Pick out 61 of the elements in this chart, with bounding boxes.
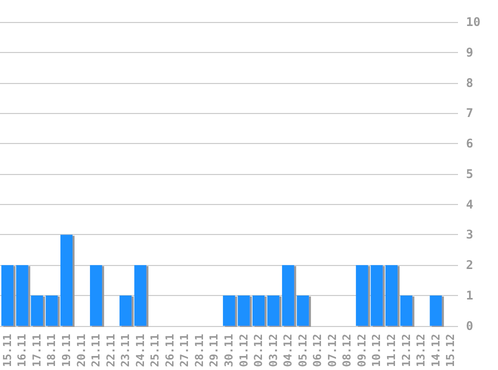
x-tick-label: 19.11 [60, 334, 73, 368]
x-tick-label: 21.11 [90, 334, 103, 368]
x-tick-label: 10.12 [370, 334, 384, 368]
y-tick-label: 8 [466, 76, 474, 90]
y-tick-label: 6 [466, 136, 474, 151]
bar [60, 234, 73, 326]
x-tick-label: 27.11 [178, 334, 192, 368]
y-tick-label: 1 [466, 288, 474, 302]
x-tick-label: 02.12 [252, 334, 266, 368]
y-tick-label: 0 [466, 318, 474, 333]
bar [400, 296, 412, 326]
bar [120, 296, 132, 326]
x-tick-label: 17.11 [30, 334, 44, 368]
x-tick-label: 14.12 [429, 334, 442, 368]
x-tick-label: 25.11 [148, 334, 162, 368]
bar [134, 265, 146, 326]
x-tick-label: 15.12 [444, 334, 458, 368]
x-tick-label: 23.11 [119, 334, 132, 368]
x-tick-label: 22.11 [104, 334, 118, 368]
y-tick-label: 9 [466, 45, 474, 60]
x-tick-label: 13.12 [414, 334, 428, 368]
y-tick-label: 3 [466, 228, 474, 242]
x-tick-label: 12.12 [400, 334, 413, 368]
bar [1, 265, 14, 326]
y-tick-label: 4 [466, 197, 474, 212]
bar [356, 265, 368, 326]
bar [238, 296, 250, 326]
x-tick-label: 18.11 [45, 334, 58, 368]
bar [16, 265, 28, 326]
bar [222, 296, 236, 326]
x-tick-label: 16.11 [16, 334, 29, 368]
bar [430, 296, 442, 326]
x-tick-label: 06.12 [311, 334, 324, 368]
x-tick-label: 05.12 [296, 334, 310, 368]
y-tick-label: 5 [466, 166, 474, 181]
x-tick-label: 24.11 [134, 334, 147, 368]
bar [46, 296, 58, 326]
bar [252, 296, 265, 326]
bar [267, 296, 280, 326]
x-tick-label: 08.12 [340, 334, 354, 368]
x-tick-label: 29.11 [208, 334, 221, 368]
x-tick-label: 04.12 [282, 334, 295, 368]
x-tick-label: 30.11 [222, 334, 236, 368]
x-tick-label: 20.11 [74, 334, 88, 368]
bar [30, 296, 43, 326]
y-tick-label: 2 [466, 258, 474, 272]
bar [370, 265, 383, 326]
bar [90, 265, 102, 326]
x-tick-label: 03.12 [266, 334, 280, 368]
x-tick-label: 09.12 [355, 334, 368, 368]
x-tick-label: 11.12 [385, 334, 398, 368]
bar [282, 265, 294, 326]
x-tick-label: 26.11 [163, 334, 176, 368]
y-tick-label: 7 [466, 106, 474, 120]
y-tick-label: 10 [466, 15, 480, 29]
x-tick-label: 07.12 [326, 334, 339, 368]
x-tick-label: 15.11 [0, 334, 14, 368]
bar [296, 296, 309, 326]
bar [385, 265, 398, 326]
x-tick-label: 28.11 [192, 334, 206, 368]
x-tick-label: 01.12 [237, 334, 250, 368]
